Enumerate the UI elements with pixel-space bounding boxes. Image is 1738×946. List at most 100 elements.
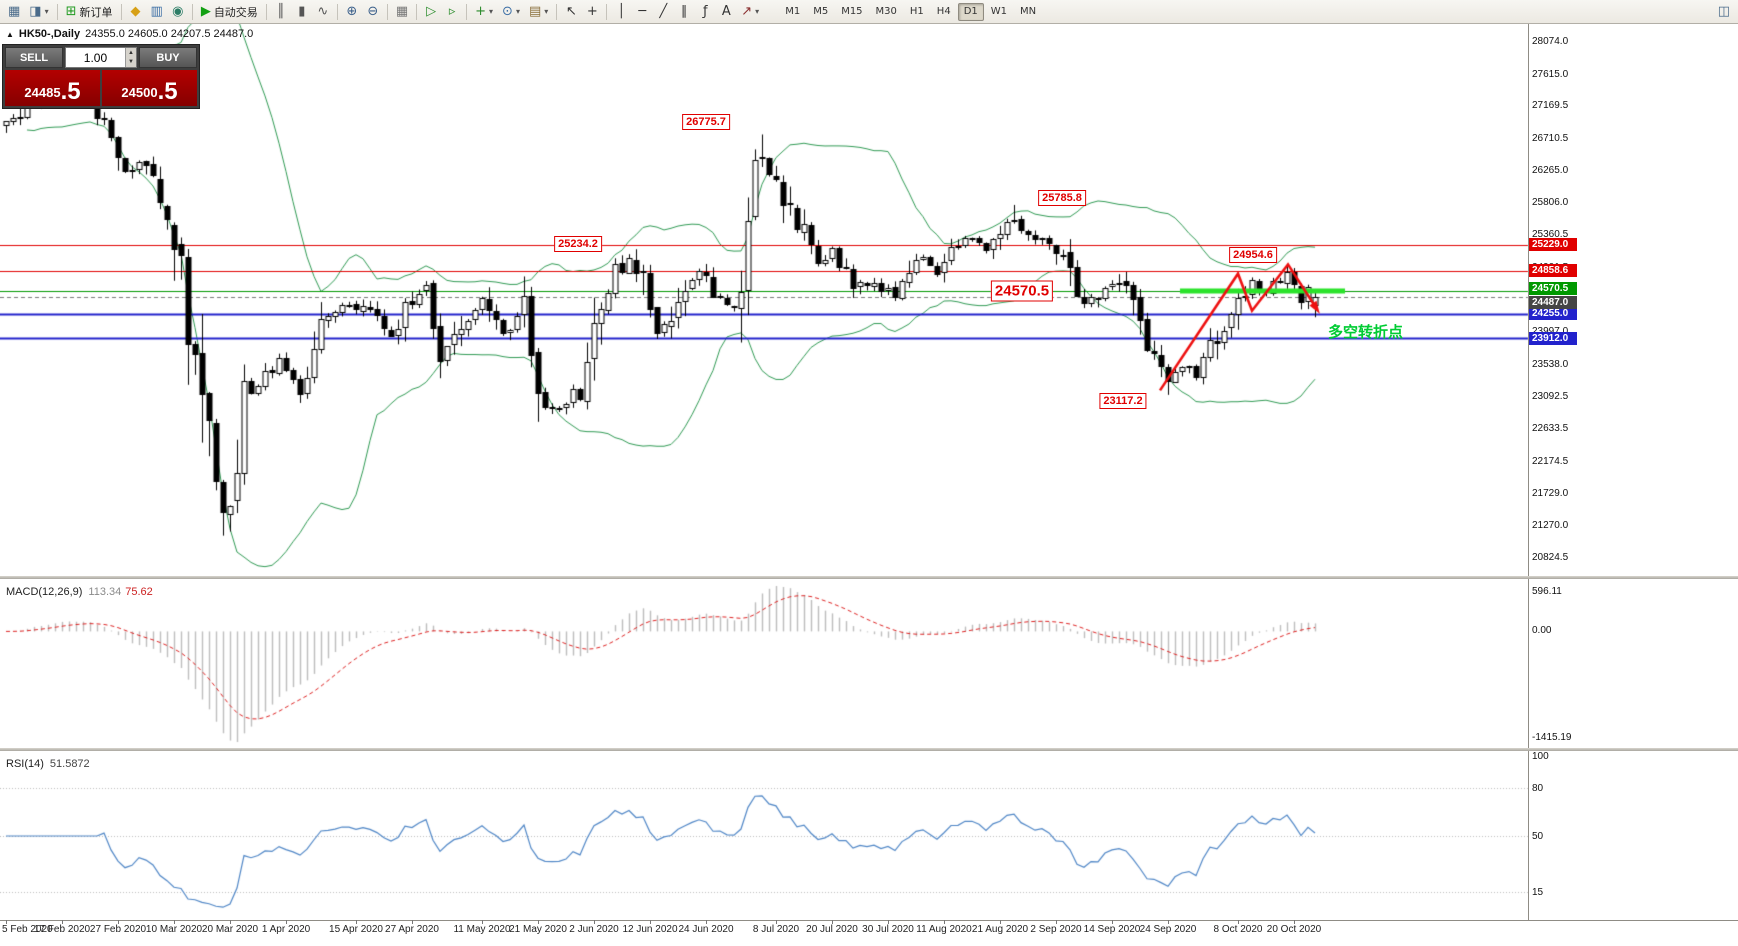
time-axis-label[interactable]: 27 Apr 2020 (385, 924, 439, 935)
navigator-button[interactable]: ◉ (168, 2, 188, 22)
time-axis-label[interactable]: 20 Jul 2020 (806, 924, 858, 935)
new-order-button[interactable]: ⊞ 新订单 (62, 2, 117, 22)
timeframe-m15[interactable]: M15 (841, 6, 863, 17)
zoom-in-button[interactable]: ⊕ (342, 2, 362, 22)
price-axis-tick: 26265.0 (1532, 164, 1569, 176)
time-axis-tickmark (650, 920, 651, 924)
time-axis-label[interactable]: 8 Jul 2020 (752, 924, 800, 935)
candlestick-chart-button[interactable]: ▮ (292, 2, 312, 22)
zoom-in-icon: ⊕ (346, 4, 358, 19)
autotrading-button[interactable]: ▶ 自动交易 (197, 2, 262, 22)
main-toolbar: ▦ ◨ ▾ ⊞ 新订单 ◆ ▥ ◉ ▶ 自动交易 ║ ▮ ∿ ⊕ ⊖ ▦ ▷ ▹ + ▾ ⊙ ▾ ▤ ▾ ↖ + │ ─ ╱ ∥ ƒ A ↗ ▾ … (0, 0, 1738, 24)
timeframe-m1[interactable]: M1 (785, 6, 801, 17)
tile-windows-button[interactable]: ▦ (392, 2, 412, 22)
price-annotation[interactable]: 25234.2 (554, 236, 602, 253)
time-axis-label[interactable]: 12 Jun 2020 (622, 924, 678, 935)
time-axis-label[interactable]: 2 Sep 2020 (1030, 924, 1082, 935)
time-axis-label[interactable]: 11 Aug 2020 (916, 924, 972, 935)
indicators-button-dropdown[interactable]: ▾ (489, 7, 494, 16)
time-axis-label[interactable]: 20 Mar 2020 (201, 924, 259, 935)
timeframe-m5[interactable]: M5 (813, 6, 829, 17)
time-axis-label[interactable]: 8 Oct 2020 (1213, 924, 1263, 935)
templates-button-dropdown[interactable]: ▾ (544, 7, 549, 16)
time-axis-label[interactable]: 30 Jul 2020 (862, 924, 914, 935)
time-axis-label[interactable]: 27 Feb 2020 (89, 924, 147, 935)
arrows-button[interactable]: ↗ ▾ (737, 2, 763, 22)
pane-splitter-rsi[interactable] (0, 748, 1738, 751)
timeframe-h1[interactable]: H1 (909, 6, 924, 17)
data-window-button[interactable]: ▥ (147, 2, 167, 22)
zoom-out-button[interactable]: ⊖ (363, 2, 383, 22)
time-axis-label[interactable]: 21 May 2020 (509, 924, 567, 935)
rsi-axis-label: 80 (1532, 783, 1544, 794)
rsi-name: RSI(14) (6, 758, 44, 770)
channel-button[interactable]: ∥ (674, 2, 694, 22)
templates-button[interactable]: ▤ ▾ (525, 2, 552, 22)
chart-screenshot-button[interactable]: ◫ (1714, 2, 1734, 22)
periods-button-dropdown[interactable]: ▾ (515, 7, 520, 16)
time-axis-label[interactable]: 20 Oct 2020 (1266, 924, 1322, 935)
sell-button[interactable]: SELL (5, 47, 63, 68)
time-axis-label[interactable]: 17 Feb 2020 (33, 924, 91, 935)
timeframe-h4[interactable]: H4 (936, 6, 951, 17)
trendline-button[interactable]: ╱ (653, 2, 673, 22)
time-axis-label[interactable]: 5 Feb 2020 (2, 924, 53, 935)
horizontal-line-button[interactable]: ─ (632, 2, 652, 22)
time-axis-tickmark (482, 920, 483, 924)
time-axis-tickmark (230, 920, 231, 924)
channel-icon: ∥ (681, 4, 688, 19)
time-axis-label[interactable]: 24 Sep 2020 (1139, 924, 1197, 935)
autotrading-button-label: 自动交易 (213, 5, 258, 19)
pane-splitter-macd[interactable] (0, 576, 1738, 579)
time-axis-label[interactable]: 24 Jun 2020 (678, 924, 734, 935)
buy-button[interactable]: BUY (139, 47, 197, 68)
auto-scroll-button[interactable]: ▷ (421, 2, 441, 22)
bar-chart-button[interactable]: ║ (271, 2, 291, 22)
text-button[interactable]: A (716, 2, 736, 22)
volume-up-button[interactable]: ▲ (127, 49, 134, 56)
new-chart-button[interactable]: ▦ (4, 2, 24, 22)
vertical-line-button[interactable]: │ (611, 2, 631, 22)
toolbar-separator (466, 3, 468, 20)
trend-note-text[interactable]: 多空转折点 (1328, 324, 1404, 342)
one-click-collapse-icon[interactable]: ▲ (6, 29, 14, 39)
timeframe-w1[interactable]: W1 (990, 6, 1007, 17)
price-annotation[interactable]: 24954.6 (1229, 247, 1277, 264)
price-annotation[interactable]: 25785.8 (1038, 190, 1086, 207)
navigator-icon: ◉ (172, 4, 184, 19)
volume-down-button[interactable]: ▼ (127, 59, 134, 66)
arrows-button-dropdown[interactable]: ▾ (755, 7, 760, 16)
timeframe-d1[interactable]: D1 (957, 2, 984, 21)
cursor-button[interactable]: ↖ (561, 2, 581, 22)
time-axis-tickmark (944, 920, 945, 924)
chart-shift-button[interactable]: ▹ (442, 2, 462, 22)
time-axis-label[interactable]: 2 Jun 2020 (569, 924, 619, 935)
chart-profiles-button-dropdown[interactable]: ▾ (44, 7, 49, 16)
buy-price[interactable]: 24500.5 (102, 70, 197, 106)
toolbar-separator (336, 3, 338, 20)
chart-profiles-button[interactable]: ◨ ▾ (25, 2, 52, 22)
indicators-button[interactable]: + ▾ (471, 2, 497, 22)
price-annotation[interactable]: 24570.5 (990, 280, 1054, 302)
periods-button[interactable]: ⊙ ▾ (498, 2, 524, 22)
arrows-icon: ↗ (741, 4, 753, 19)
sell-price-frac: .5 (60, 78, 81, 105)
price-annotation[interactable]: 26775.7 (682, 114, 730, 131)
sell-price[interactable]: 24485.5 (5, 70, 100, 106)
timeframe-mn[interactable]: MN (1020, 6, 1037, 17)
time-axis-label[interactable]: 1 Apr 2020 (261, 924, 311, 935)
price-annotation[interactable]: 23117.2 (1099, 393, 1147, 410)
zoom-out-icon: ⊖ (367, 4, 379, 19)
time-axis-label[interactable]: 15 Apr 2020 (329, 924, 383, 935)
timeframe-m30[interactable]: M30 (875, 6, 897, 17)
time-axis-label[interactable]: 11 May 2020 (453, 924, 511, 935)
fibonacci-button[interactable]: ƒ (695, 2, 715, 22)
time-axis-label[interactable]: 14 Sep 2020 (1083, 924, 1141, 935)
time-axis-label[interactable]: 21 Aug 2020 (971, 924, 1029, 935)
time-axis-label[interactable]: 10 Mar 2020 (145, 924, 203, 935)
line-chart-button[interactable]: ∿ (313, 2, 333, 22)
volume-input[interactable] (66, 48, 125, 67)
market-watch-button[interactable]: ◆ (126, 2, 146, 22)
crosshair-button[interactable]: + (582, 2, 602, 22)
